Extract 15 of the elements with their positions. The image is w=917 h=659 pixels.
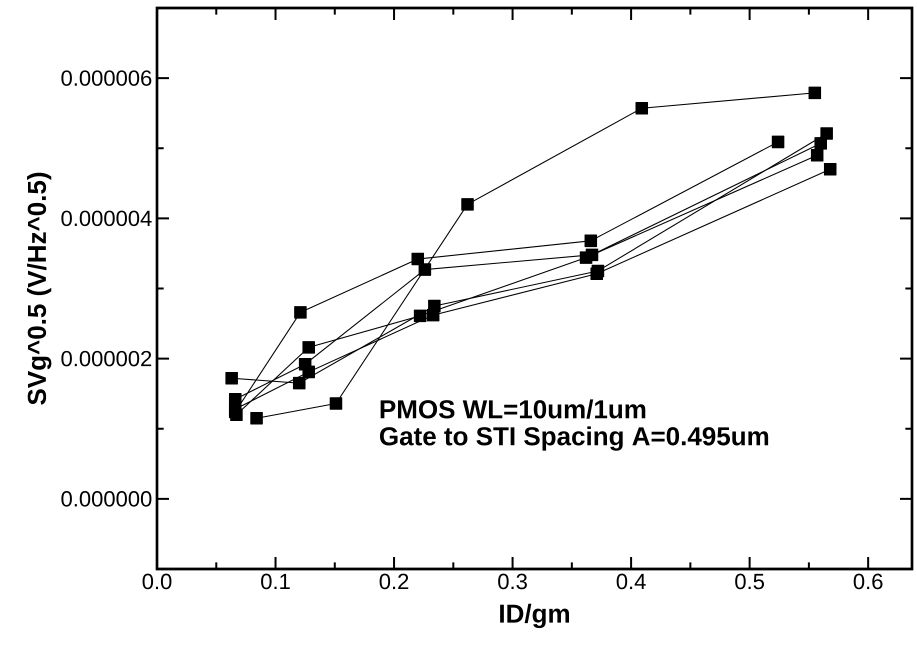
x-axis-title: ID/gm — [500, 604, 569, 628]
x-tick-label: 0.5 — [735, 574, 764, 590]
y-tick-label: 0.000004 — [61, 210, 152, 226]
annotation: Gate to STI Spacing A=0.495um — [380, 426, 768, 451]
x-tick-label: 0.0 — [142, 574, 172, 590]
y-tick-label: 0.000006 — [61, 70, 152, 86]
x-tick-label: 0.6 — [854, 574, 882, 590]
x-tick-label: 0.3 — [498, 574, 527, 590]
x-tick-label: 0.1 — [261, 574, 290, 590]
annotation: PMOS WL=10um/1um — [380, 399, 646, 419]
y-tick-label: 0.000002 — [61, 350, 152, 366]
y-axis-title: SVg^0.5 (V/Hz^0.5) — [27, 172, 52, 405]
x-tick-label: 0.2 — [380, 574, 408, 590]
y-tick-label: 0.000000 — [61, 491, 152, 507]
x-tick-label: 0.4 — [616, 574, 646, 590]
